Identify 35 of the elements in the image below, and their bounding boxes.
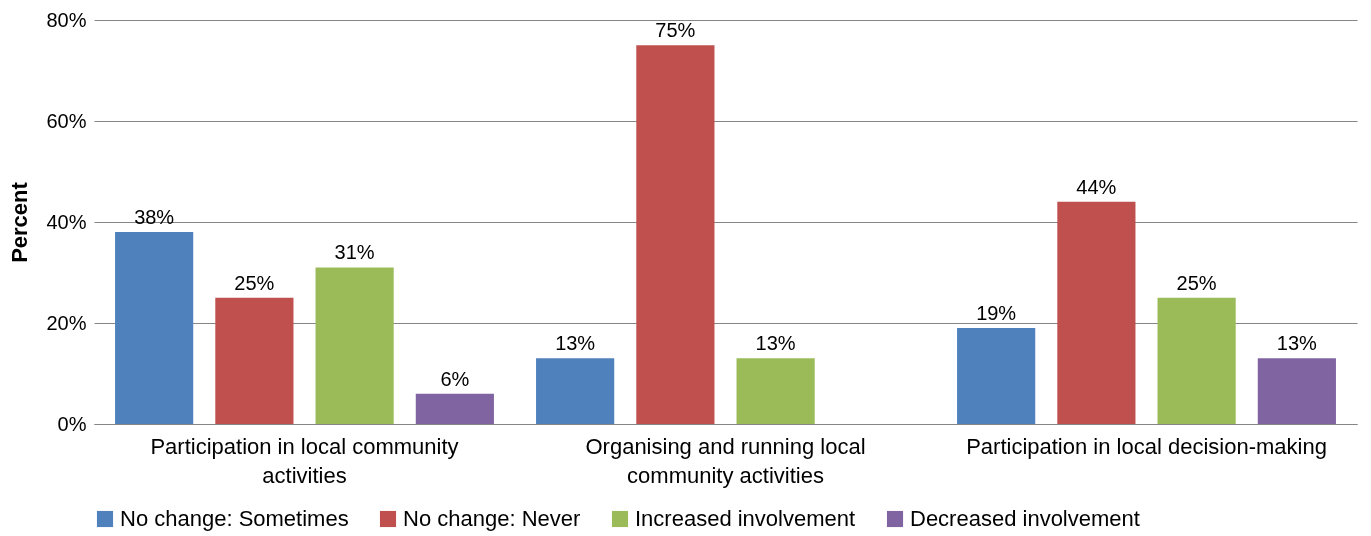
bar <box>1157 297 1236 424</box>
data-label: 13% <box>755 332 796 355</box>
bar <box>736 358 815 424</box>
legend-label: No change: Never <box>403 506 581 531</box>
data-label: 75% <box>655 19 696 42</box>
bar <box>536 358 615 424</box>
y-tick-label: 0% <box>57 412 87 435</box>
x-tick-label: Organising and running local community activities <box>585 433 866 488</box>
data-label: 13% <box>1276 332 1318 355</box>
data-label: 13% <box>555 332 596 355</box>
data-label: 25% <box>1176 271 1217 294</box>
x-tick-label: Participation in local decision-making <box>966 433 1327 459</box>
legend-label: Decreased involvement <box>910 506 1140 531</box>
data-label: 6% <box>440 367 470 390</box>
y-tick-label: 60% <box>46 109 87 132</box>
data-label: 31% <box>334 241 375 264</box>
x-tick-label: Participation in local community activities <box>150 433 459 488</box>
y-axis-title: Percent <box>7 181 33 263</box>
bar <box>1257 358 1336 424</box>
bar <box>957 328 1036 424</box>
legend-label: No change: Sometimes <box>120 506 349 531</box>
data-label: 44% <box>1076 175 1117 198</box>
bar <box>315 267 394 424</box>
y-tick-label: 20% <box>46 311 87 334</box>
data-label: 38% <box>134 206 175 229</box>
bar <box>1057 201 1136 424</box>
bar <box>415 393 494 424</box>
legend-label: Increased involvement <box>635 506 856 531</box>
bar <box>636 45 715 424</box>
data-label: 19% <box>976 302 1017 325</box>
bar <box>215 297 294 424</box>
bar <box>115 232 194 424</box>
y-tick-label: 40% <box>46 210 87 233</box>
data-label: 25% <box>234 271 275 294</box>
y-tick-label: 80% <box>46 8 87 31</box>
